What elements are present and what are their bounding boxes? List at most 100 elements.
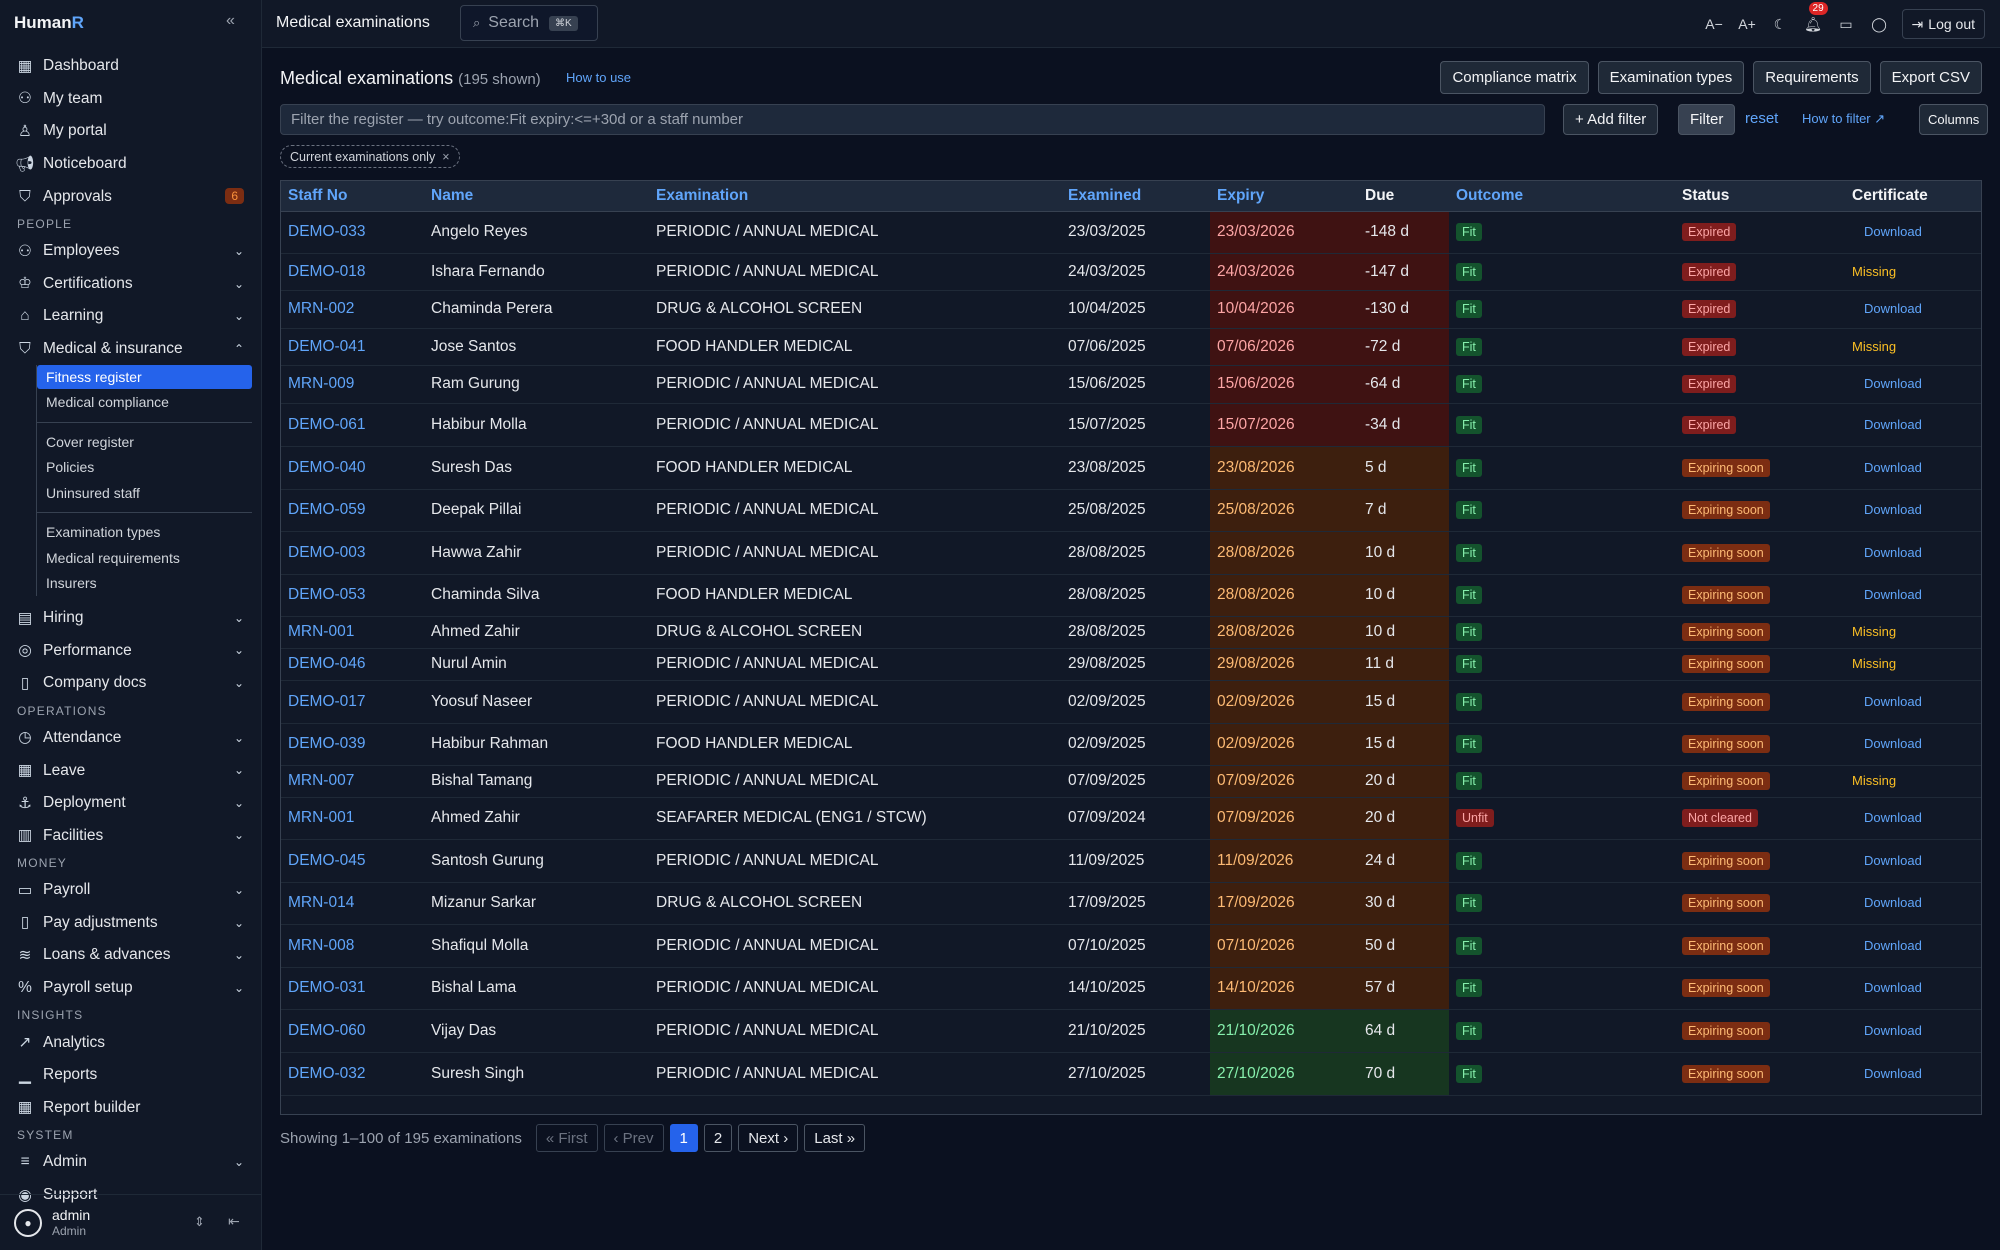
download-link[interactable]: Download (1864, 587, 1922, 602)
bell-icon[interactable]: 🔔︎ 29 (1797, 1, 1830, 33)
download-link[interactable]: Download (1864, 301, 1922, 316)
submenu-item-uninsured-staff[interactable]: Uninsured staff (46, 484, 140, 501)
sidebar-item-attendance[interactable]: ◷ Attendance ⌄ (0, 722, 262, 755)
staff-no-link[interactable]: DEMO-017 (281, 680, 424, 724)
filter-input[interactable]: Filter the register — try outcome:Fit ex… (280, 104, 1545, 135)
table-row[interactable]: DEMO-040 Suresh Das FOOD HANDLER MEDICAL 23… (281, 446, 1981, 490)
download-link[interactable]: Download (1864, 852, 1922, 868)
staff-no-link[interactable]: MRN-014 (281, 882, 424, 925)
column-header-staff-no[interactable]: Staff No (281, 181, 424, 212)
table-row[interactable]: MRN-002 Chaminda Perera DRUG & ALCOHOL SCR… (281, 290, 1981, 329)
close-icon[interactable]: × (442, 149, 450, 164)
how-to-filter-link[interactable]: How to filter ↗ (1802, 111, 1886, 126)
submenu-item-cover-register[interactable]: Cover register (46, 433, 134, 450)
sidebar-item-noticeboard[interactable]: 📢︎ Noticeboard (0, 148, 262, 181)
page-1-button[interactable]: 1 (669, 1124, 698, 1152)
reset-link[interactable]: reset (1745, 110, 1779, 127)
sidebar-item-deployment[interactable]: ⚓︎ Deployment ⌄ (0, 787, 262, 820)
download-link[interactable]: Download (1864, 502, 1922, 517)
table-row[interactable]: MRN-001 Ahmed Zahir DRUG & ALCOHOL SCREEN 2… (281, 616, 1981, 649)
table-row[interactable]: DEMO-041 Jose Santos FOOD HANDLER MEDICAL 0… (281, 328, 1981, 366)
table-row[interactable]: MRN-014 Mizanur Sarkar DRUG & ALCOHOL SCRE… (281, 882, 1981, 925)
staff-no-link[interactable]: DEMO-032 (281, 1052, 424, 1096)
sidebar-item-reports[interactable]: ▁ Reports (0, 1059, 262, 1092)
collapse-sidebar-icon[interactable]: « (226, 12, 235, 29)
page-2-button[interactable]: 2 (703, 1124, 733, 1152)
staff-no-link[interactable]: DEMO-033 (281, 211, 424, 254)
download-link[interactable]: Download (1864, 459, 1922, 475)
staff-no-link[interactable]: DEMO-046 (281, 648, 424, 681)
add-filter-button[interactable]: + Add filter (1563, 104, 1659, 135)
sidebar-item-my-portal[interactable]: ♙ My portal (0, 115, 262, 148)
export-csv-button[interactable]: Export CSV (1879, 61, 1982, 94)
how-to-use-link[interactable]: How to use (566, 70, 632, 85)
table-row[interactable]: DEMO-053 Chaminda Silva FOOD HANDLER MEDIC… (281, 574, 1981, 617)
sidebar-item-medical-insurance[interactable]: ⛉ Medical & insurance ⌃ (0, 333, 262, 366)
account-icon[interactable]: ◯ (1871, 15, 1887, 32)
compliance-matrix-button[interactable]: Compliance matrix (1440, 61, 1589, 94)
moon-icon[interactable]: ☾ (1773, 15, 1787, 32)
sidebar-item-payroll[interactable]: ▭ Payroll ⌄ (0, 874, 262, 907)
table-row[interactable]: MRN-008 Shafiqul Molla PERIODIC / ANNUAL M… (281, 924, 1981, 968)
staff-no-link[interactable]: MRN-001 (281, 797, 424, 840)
table-row[interactable]: DEMO-031 Bishal Lama PERIODIC / ANNUAL MED… (281, 967, 1981, 1010)
table-row[interactable]: DEMO-046 Nurul Amin PERIODIC / ANNUAL MEDI… (281, 648, 1981, 681)
sidebar-item-pay-adjustments[interactable]: ▯ Pay adjustments ⌄ (0, 907, 262, 940)
expand-user-icon[interactable]: ⇕ (194, 1214, 205, 1229)
sidebar-item-admin[interactable]: ≡ Admin ⌄ (0, 1146, 262, 1179)
staff-no-link[interactable]: DEMO-018 (281, 253, 424, 291)
table-row[interactable]: DEMO-018 Ishara Fernando PERIODIC / ANNUAL… (281, 253, 1981, 291)
download-link[interactable]: Download (1864, 416, 1922, 432)
first-page-button[interactable]: « First (535, 1124, 598, 1152)
staff-no-link[interactable]: DEMO-003 (281, 531, 424, 575)
submenu-item-examination-types[interactable]: Examination types (46, 524, 161, 541)
sidebar-item-company-docs[interactable]: ▯ Company docs ⌄ (0, 667, 262, 700)
download-link[interactable]: Download (1864, 980, 1922, 995)
filter-button[interactable]: Filter (1678, 104, 1736, 135)
sidebar-item-payroll-setup[interactable]: % Payroll setup ⌄ (0, 972, 262, 1005)
table-row[interactable]: DEMO-060 Vijay Das PERIODIC / ANNUAL MEDIC… (281, 1009, 1981, 1053)
staff-no-link[interactable]: MRN-009 (281, 365, 424, 404)
staff-no-link[interactable]: DEMO-060 (281, 1009, 424, 1053)
staff-no-link[interactable]: DEMO-053 (281, 574, 424, 617)
staff-no-link[interactable]: MRN-001 (281, 616, 424, 649)
prev-page-button[interactable]: ‹ Prev (603, 1124, 664, 1152)
submenu-item-medical-compliance[interactable]: Medical compliance (46, 394, 169, 411)
download-link[interactable]: Download (1864, 895, 1922, 910)
signout-icon[interactable]: ⇤ (228, 1213, 240, 1229)
download-link[interactable]: Download (1864, 810, 1922, 825)
download-link[interactable]: Download (1864, 736, 1922, 751)
table-row[interactable]: DEMO-032 Suresh Singh PERIODIC / ANNUAL ME… (281, 1052, 1981, 1096)
staff-no-link[interactable]: DEMO-040 (281, 446, 424, 490)
staff-no-link[interactable]: DEMO-061 (281, 403, 424, 447)
download-link[interactable]: Download (1864, 1065, 1922, 1081)
sidebar-item-facilities[interactable]: ▥ Facilities ⌄ (0, 819, 262, 852)
submenu-item-fitness-register[interactable]: Fitness register (37, 365, 252, 390)
last-page-button[interactable]: Last » (804, 1124, 866, 1152)
table-row[interactable]: DEMO-033 Angelo Reyes PERIODIC / ANNUAL ME… (281, 211, 1981, 254)
column-header-expiry[interactable]: Expiry (1210, 181, 1358, 212)
next-page-button[interactable]: Next › (738, 1124, 799, 1152)
sidebar-item-report-builder[interactable]: ▦ Report builder (0, 1092, 262, 1125)
sidebar-item-hiring[interactable]: ▤ Hiring ⌄ (0, 602, 262, 635)
table-row[interactable]: MRN-001 Ahmed Zahir SEAFARER MEDICAL (ENG1… (281, 797, 1981, 840)
download-link[interactable]: Download (1864, 224, 1922, 239)
submenu-item-insurers[interactable]: Insurers (46, 575, 97, 592)
column-header-examination[interactable]: Examination (649, 181, 1061, 212)
staff-no-link[interactable]: MRN-002 (281, 290, 424, 329)
table-row[interactable]: MRN-007 Bishal Tamang PERIODIC / ANNUAL ME… (281, 765, 1981, 798)
requirements-button[interactable]: Requirements (1753, 61, 1871, 94)
examination-types-button[interactable]: Examination types (1597, 61, 1745, 94)
submenu-item-medical-requirements[interactable]: Medical requirements (46, 549, 180, 566)
brand-logo[interactable]: HumanR (14, 13, 84, 32)
column-header-name[interactable]: Name (424, 181, 649, 212)
staff-no-link[interactable]: DEMO-039 (281, 723, 424, 766)
download-link[interactable]: Download (1864, 544, 1922, 560)
search-button[interactable]: ⌕ Search ⌘K (460, 5, 598, 41)
staff-no-link[interactable]: DEMO-031 (281, 967, 424, 1010)
staff-no-link[interactable]: MRN-007 (281, 765, 424, 798)
table-row[interactable]: DEMO-045 Santosh Gurung PERIODIC / ANNUAL … (281, 839, 1981, 883)
sidebar-item-my-team[interactable]: ⚇ My team (0, 83, 262, 116)
logout-button[interactable]: ⇥ Log out (1901, 9, 1985, 39)
font-increase-button[interactable]: A+ (1738, 16, 1756, 32)
